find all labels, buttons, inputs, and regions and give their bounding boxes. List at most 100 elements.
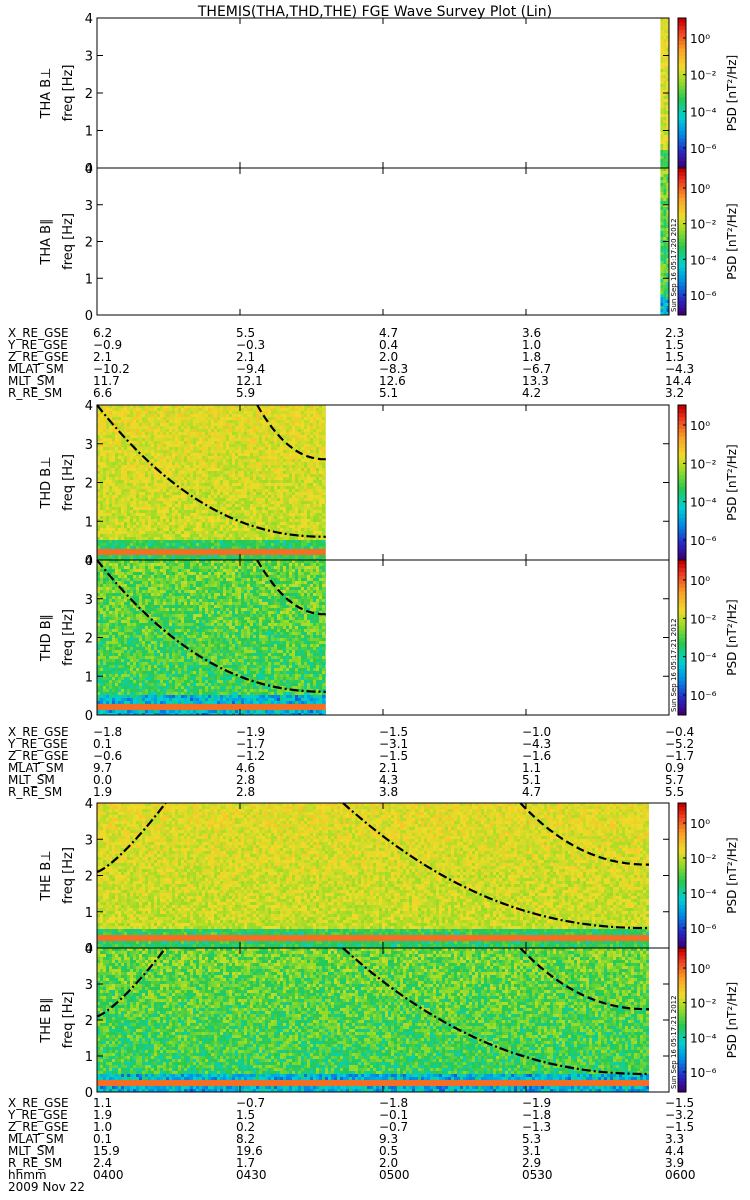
pixel <box>214 426 217 429</box>
pixel <box>253 549 256 552</box>
pixel <box>172 456 175 459</box>
pixel <box>112 426 115 429</box>
pixel <box>133 528 136 531</box>
pixel <box>139 516 142 519</box>
pixel <box>121 471 124 474</box>
pixel <box>265 426 268 429</box>
pixel <box>663 207 666 210</box>
pixel <box>274 414 277 417</box>
pixel <box>208 453 211 456</box>
pixel <box>205 477 208 480</box>
pixel <box>187 552 190 555</box>
pixel <box>127 495 130 498</box>
pixel <box>663 234 666 237</box>
pixel <box>127 519 130 522</box>
pixel <box>160 477 163 480</box>
pixel <box>211 540 214 543</box>
pixel <box>169 531 172 534</box>
pixel <box>205 411 208 414</box>
pixel <box>127 435 130 438</box>
pixel <box>663 39 666 42</box>
pixel <box>259 417 262 420</box>
pixel <box>178 471 181 474</box>
pixel <box>241 552 244 555</box>
spectrogram-panel-0: 01234THA B⊥ freq [Hz]10⁰10⁻²10⁻⁴10⁻⁶PSD [… <box>39 12 739 177</box>
pixel <box>208 417 211 420</box>
pixel <box>130 420 133 423</box>
pixel <box>187 495 190 498</box>
pixel <box>277 453 280 456</box>
pixel <box>223 456 226 459</box>
pixel <box>208 426 211 429</box>
pixel <box>148 483 151 486</box>
pixel <box>133 495 136 498</box>
pixel <box>103 528 106 531</box>
pixel <box>175 438 178 441</box>
pixel <box>202 531 205 534</box>
pixel <box>142 480 145 483</box>
pixel <box>241 423 244 426</box>
pixel <box>193 537 196 540</box>
pixel <box>217 468 220 471</box>
pixel <box>109 510 112 513</box>
pixel <box>660 300 663 303</box>
pixel <box>202 504 205 507</box>
pixel <box>244 426 247 429</box>
pixel <box>121 465 124 468</box>
pixel <box>130 438 133 441</box>
pixel <box>163 483 166 486</box>
pixel <box>232 540 235 543</box>
pixel <box>103 519 106 522</box>
pixel <box>283 498 286 501</box>
pixel <box>259 480 262 483</box>
pixel <box>280 459 283 462</box>
pixel <box>190 441 193 444</box>
pixel <box>280 441 283 444</box>
pixel <box>232 471 235 474</box>
pixel <box>175 435 178 438</box>
pixel <box>172 507 175 510</box>
pixel <box>172 462 175 465</box>
pixel <box>244 546 247 549</box>
pixel <box>121 474 124 477</box>
pixel <box>208 528 211 531</box>
pixel <box>262 501 265 504</box>
pixel <box>268 507 271 510</box>
pixel <box>214 450 217 453</box>
pixel <box>217 549 220 552</box>
pixel <box>271 456 274 459</box>
pixel <box>238 459 241 462</box>
pixel <box>223 441 226 444</box>
pixel <box>220 492 223 495</box>
pixel <box>214 486 217 489</box>
pixel <box>247 465 250 468</box>
pixel <box>283 462 286 465</box>
pixel <box>280 456 283 459</box>
pixel <box>184 480 187 483</box>
pixel <box>280 408 283 411</box>
pixel <box>250 477 253 480</box>
pixel <box>271 432 274 435</box>
pixel <box>280 555 283 558</box>
pixel <box>280 528 283 531</box>
pixel <box>157 456 160 459</box>
pixel <box>154 504 157 507</box>
pixel <box>127 489 130 492</box>
pixel <box>181 447 184 450</box>
pixel <box>106 456 109 459</box>
pixel <box>151 483 154 486</box>
pixel <box>660 69 663 72</box>
pixel <box>187 534 190 537</box>
pixel <box>142 522 145 525</box>
pixel <box>199 450 202 453</box>
pixel <box>663 24 666 27</box>
pixel <box>283 495 286 498</box>
pixel <box>247 447 250 450</box>
pixel <box>187 420 190 423</box>
pixel <box>100 453 103 456</box>
pixel <box>232 528 235 531</box>
pixel <box>250 549 253 552</box>
pixel <box>277 411 280 414</box>
pixel <box>229 492 232 495</box>
pixel <box>214 420 217 423</box>
